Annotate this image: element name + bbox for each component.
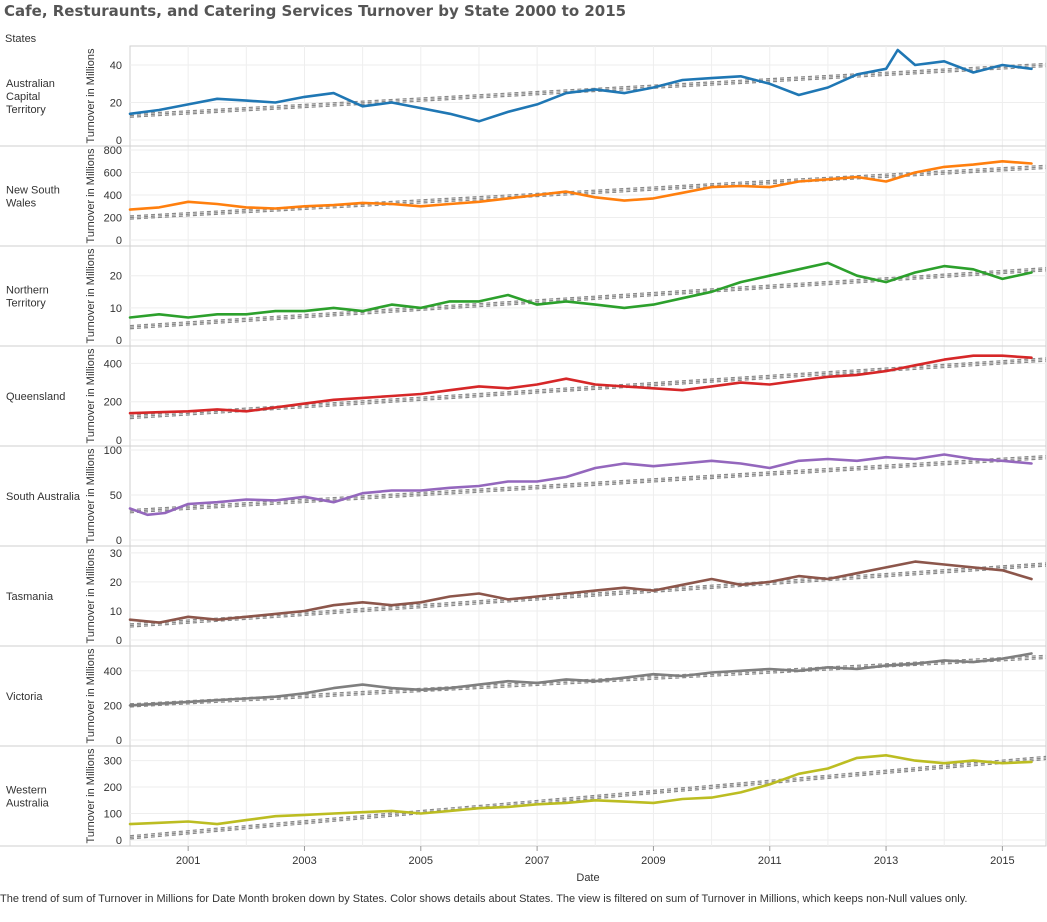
y-tick-label: 10 xyxy=(110,303,122,315)
x-axis-title: Date xyxy=(576,872,599,884)
y-tick-label: 20 xyxy=(110,98,122,110)
trend-line xyxy=(129,66,1047,118)
state-label: Northern xyxy=(6,285,49,297)
y-tick-label: 0 xyxy=(116,235,122,247)
y-axis-title: Turnover in Millions xyxy=(85,348,97,443)
series-line xyxy=(128,48,1033,123)
y-tick-label: 800 xyxy=(104,145,122,157)
y-tick-label: 30 xyxy=(110,548,122,560)
y-tick-label: 200 xyxy=(104,700,122,712)
trend-line xyxy=(129,166,1047,219)
trend-line xyxy=(129,268,1047,328)
y-axis-title: Turnover in Millions xyxy=(85,748,97,843)
series-line xyxy=(128,261,1033,319)
y-axis-title: Turnover in Millions xyxy=(85,148,97,243)
state-label: Tasmania xyxy=(6,591,54,603)
y-tick-label: 0 xyxy=(116,735,122,747)
state-label: New South xyxy=(6,185,60,197)
y-tick-label: 200 xyxy=(104,213,122,225)
x-tick-label: 2011 xyxy=(758,855,782,867)
series-line xyxy=(128,652,1033,707)
x-tick-label: 2009 xyxy=(641,855,665,867)
chart-title: Cafe, Resturaunts, and Catering Services… xyxy=(4,2,627,20)
series-line xyxy=(128,160,1033,211)
y-tick-label: 300 xyxy=(104,756,122,768)
y-tick-label: 40 xyxy=(110,60,122,72)
y-tick-label: 20 xyxy=(110,271,122,283)
trend-line xyxy=(129,357,1047,417)
trend-line xyxy=(129,455,1047,511)
y-tick-label: 400 xyxy=(104,358,122,370)
trend-line xyxy=(129,755,1047,837)
trend-line xyxy=(129,270,1047,330)
y-tick-label: 400 xyxy=(104,666,122,678)
chart-caption: The trend of sum of Turnover in Millions… xyxy=(0,893,968,905)
y-axis-title: Turnover in Millions xyxy=(85,548,97,643)
x-tick-label: 2013 xyxy=(874,855,898,867)
y-tick-label: 10 xyxy=(110,606,122,618)
state-label: Victoria xyxy=(6,691,43,703)
y-tick-label: 600 xyxy=(104,168,122,180)
series-line xyxy=(128,354,1033,415)
trend-line xyxy=(129,167,1047,220)
trend-line xyxy=(129,758,1047,840)
x-tick-label: 2003 xyxy=(292,855,316,867)
series-line xyxy=(128,453,1033,517)
trend-line xyxy=(129,563,1047,627)
y-axis-title: Turnover in Millions xyxy=(85,648,97,743)
trend-line xyxy=(129,164,1047,217)
y-axis-title: Turnover in Millions xyxy=(85,248,97,343)
trend-line xyxy=(129,62,1047,115)
y-tick-label: 100 xyxy=(104,809,122,821)
y-tick-label: 0 xyxy=(116,835,122,847)
state-label: Territory xyxy=(6,104,46,116)
y-tick-label: 0 xyxy=(116,135,122,147)
trend-line xyxy=(129,267,1047,327)
state-label: South Australia xyxy=(6,491,81,503)
series-line xyxy=(128,560,1033,624)
y-tick-label: 0 xyxy=(116,635,122,647)
states-column-header: States xyxy=(5,33,37,45)
series-line xyxy=(128,754,1033,826)
y-tick-label: 400 xyxy=(104,190,122,202)
state-label: Australian xyxy=(6,78,55,90)
state-label: Western xyxy=(6,785,47,797)
trend-line xyxy=(129,565,1047,628)
trend-line xyxy=(129,562,1047,625)
trend-line xyxy=(129,657,1047,708)
state-label: Queensland xyxy=(6,391,65,403)
trend-line xyxy=(129,757,1047,838)
y-tick-label: 100 xyxy=(104,445,122,457)
state-label: Capital xyxy=(6,91,40,103)
y-tick-label: 200 xyxy=(104,782,122,794)
state-label: Australia xyxy=(6,798,50,810)
y-tick-label: 20 xyxy=(110,577,122,589)
trend-line xyxy=(129,458,1047,514)
state-label: Territory xyxy=(6,298,46,310)
x-tick-label: 2007 xyxy=(525,855,549,867)
y-tick-label: 0 xyxy=(116,535,122,547)
y-tick-label: 0 xyxy=(116,335,122,347)
x-tick-label: 2001 xyxy=(176,855,200,867)
x-tick-label: 2015 xyxy=(990,855,1014,867)
trend-line xyxy=(129,360,1047,420)
trend-line xyxy=(129,456,1047,512)
y-axis-title: Turnover in Millions xyxy=(85,48,97,143)
y-tick-label: 50 xyxy=(110,490,122,502)
state-label: Wales xyxy=(6,198,37,210)
x-tick-label: 2005 xyxy=(409,855,433,867)
y-tick-label: 0 xyxy=(116,435,122,447)
y-axis-title: Turnover in Millions xyxy=(85,448,97,543)
y-tick-label: 200 xyxy=(104,397,122,409)
